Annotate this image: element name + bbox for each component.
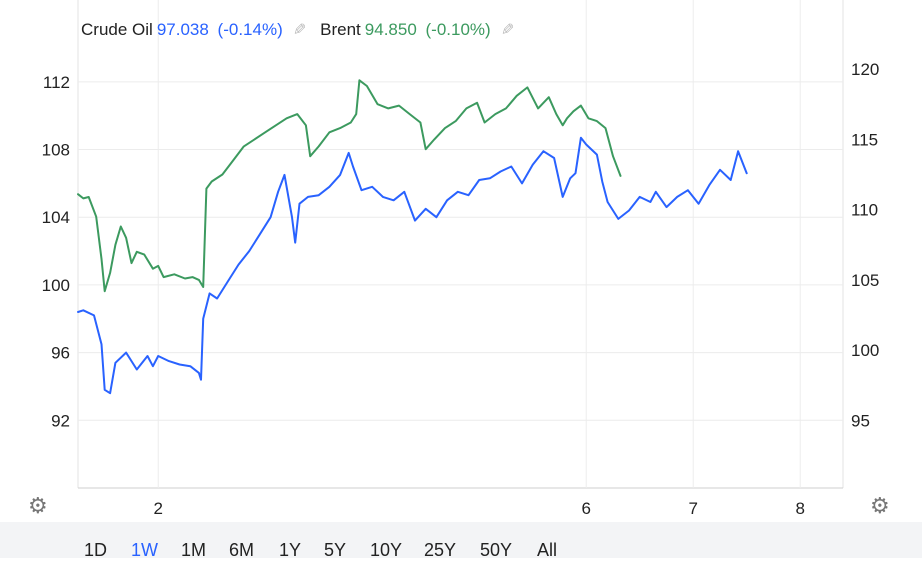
- y-tick-label-left: 100: [42, 276, 70, 295]
- legend-brent-name: Brent: [320, 20, 361, 39]
- y-tick-label-left: 104: [42, 208, 70, 227]
- legend-brent-value: 94.850: [364, 20, 417, 39]
- range-button-1m[interactable]: 1M: [181, 540, 207, 560]
- range-button-1d[interactable]: 1D: [84, 540, 108, 560]
- range-button-50y[interactable]: 50Y: [480, 540, 513, 560]
- x-tick-label: 2: [154, 499, 163, 518]
- range-button-6m[interactable]: 6M: [229, 540, 255, 560]
- y-tick-label-left: 112: [43, 73, 70, 92]
- range-button-25y[interactable]: 25Y: [424, 540, 457, 560]
- legend-crude-name: Crude Oil: [81, 20, 153, 39]
- y-tick-label-left: 108: [42, 141, 70, 160]
- y-tick-label-left: 96: [51, 344, 70, 363]
- y-tick-label-left: 92: [51, 411, 70, 430]
- y-tick-label-right: 95: [851, 412, 870, 431]
- y-tick-label-right: 105: [851, 271, 879, 290]
- y-tick-label-right: 110: [851, 201, 878, 220]
- legend-crude-change: (-0.14%): [217, 20, 283, 39]
- series-line-brent: [77, 79, 622, 293]
- pencil-icon[interactable]: ✎: [292, 22, 307, 39]
- series-line-crude-oil: [77, 136, 748, 395]
- y-tick-label-right: 115: [851, 130, 878, 149]
- range-button-5y[interactable]: 5Y: [324, 540, 347, 560]
- legend-crude-value: 97.038: [156, 20, 209, 39]
- x-tick-label: 7: [688, 499, 697, 518]
- pencil-icon[interactable]: ✎: [500, 22, 515, 39]
- legend: Crude Oil 97.038 (-0.14%) ✎ Brent 94.850 (-0…: [81, 20, 528, 40]
- y-tick-label-right: 120: [851, 60, 879, 79]
- legend-brent-change: (-0.10%): [425, 20, 491, 39]
- gear-icon[interactable]: ⚙: [28, 493, 48, 518]
- x-tick-label: 6: [581, 499, 590, 518]
- gear-icon[interactable]: ⚙: [870, 493, 890, 518]
- y-tick-label-right: 100: [851, 341, 879, 360]
- range-button-1w[interactable]: 1W: [131, 540, 158, 560]
- range-button-10y[interactable]: 10Y: [370, 540, 403, 560]
- range-button-all[interactable]: All: [537, 540, 558, 560]
- range-button-1y[interactable]: 1Y: [279, 540, 302, 560]
- x-tick-label: 8: [795, 499, 804, 518]
- range-toolbar: [0, 522, 922, 558]
